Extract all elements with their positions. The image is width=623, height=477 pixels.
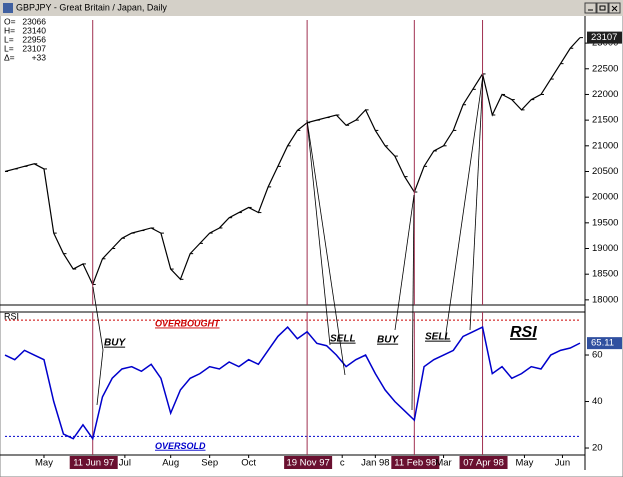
- series-line: [4, 326, 581, 441]
- level-label: OVERBOUGHT: [155, 319, 221, 329]
- event-box: [69, 456, 118, 469]
- info-label: Δ=: [4, 52, 15, 62]
- x-tick-label: May: [35, 458, 53, 469]
- event-label: 19 Nov 97: [286, 458, 329, 469]
- y-tick-label: 20500: [592, 166, 618, 177]
- annotation: SELL: [425, 332, 451, 343]
- y-tick-label: 20: [592, 443, 603, 454]
- series-line: [4, 37, 581, 286]
- y-tick-label: 19500: [592, 217, 618, 228]
- event-label: 07 Apr 98: [463, 458, 504, 469]
- window-buttons[interactable]: [584, 2, 621, 14]
- info-label: O=: [4, 16, 16, 26]
- info-label: L=: [4, 43, 14, 53]
- y-tick-label: 22000: [592, 89, 618, 100]
- annotation: BUY: [104, 338, 126, 349]
- y-tick-label: 21000: [592, 140, 618, 151]
- x-tick-label: May: [515, 458, 533, 469]
- event-box: [391, 456, 440, 469]
- last-value-box: [587, 31, 622, 44]
- info-value: 23140: [22, 25, 46, 35]
- panel-title: RSI: [4, 311, 19, 321]
- x-tick-label: Oct: [241, 458, 256, 469]
- info-value: 22956: [22, 34, 46, 44]
- event-box: [459, 456, 508, 469]
- level-label: OVERSOLD: [155, 441, 206, 451]
- y-tick-label: 40: [592, 396, 603, 407]
- last-value-box: [587, 337, 622, 350]
- y-tick-label: 18000: [592, 294, 618, 305]
- y-tick-label: 21500: [592, 115, 618, 126]
- x-tick-label: Sep: [201, 458, 218, 469]
- x-tick-label: Jun: [555, 458, 570, 469]
- x-tick-label: c: [340, 458, 345, 469]
- y-tick-label: 18500: [592, 269, 618, 280]
- x-tick-label: Jan 98: [361, 458, 390, 469]
- event-label: 11 Feb 98: [394, 458, 436, 469]
- y-tick-label: 20000: [592, 192, 618, 203]
- x-tick-label: Jul: [119, 458, 131, 469]
- y-tick-label: 60: [592, 350, 603, 361]
- info-value: 23066: [22, 16, 46, 26]
- event-box: [284, 456, 333, 469]
- y-tick-label: 22500: [592, 63, 618, 74]
- info-label: L=: [4, 34, 14, 44]
- window-title: GBPJPY - Great Britain / Japan, Daily: [16, 2, 167, 12]
- info-value: +33: [32, 52, 47, 62]
- annotation: BUY: [377, 335, 399, 346]
- x-tick-label: Aug: [162, 458, 179, 469]
- last-value-label: 65.11: [591, 338, 614, 349]
- info-label: H=: [4, 25, 15, 35]
- annotation: RSI: [510, 324, 537, 341]
- y-tick-label: 19000: [592, 243, 618, 254]
- event-label: 11 Jun 97: [73, 458, 114, 469]
- last-value-label: 23107: [591, 32, 617, 43]
- annotation: SELL: [330, 334, 356, 345]
- trend-lines: [92, 74, 484, 411]
- info-value: 23107: [22, 43, 46, 53]
- x-tick-label: Mar: [435, 458, 451, 469]
